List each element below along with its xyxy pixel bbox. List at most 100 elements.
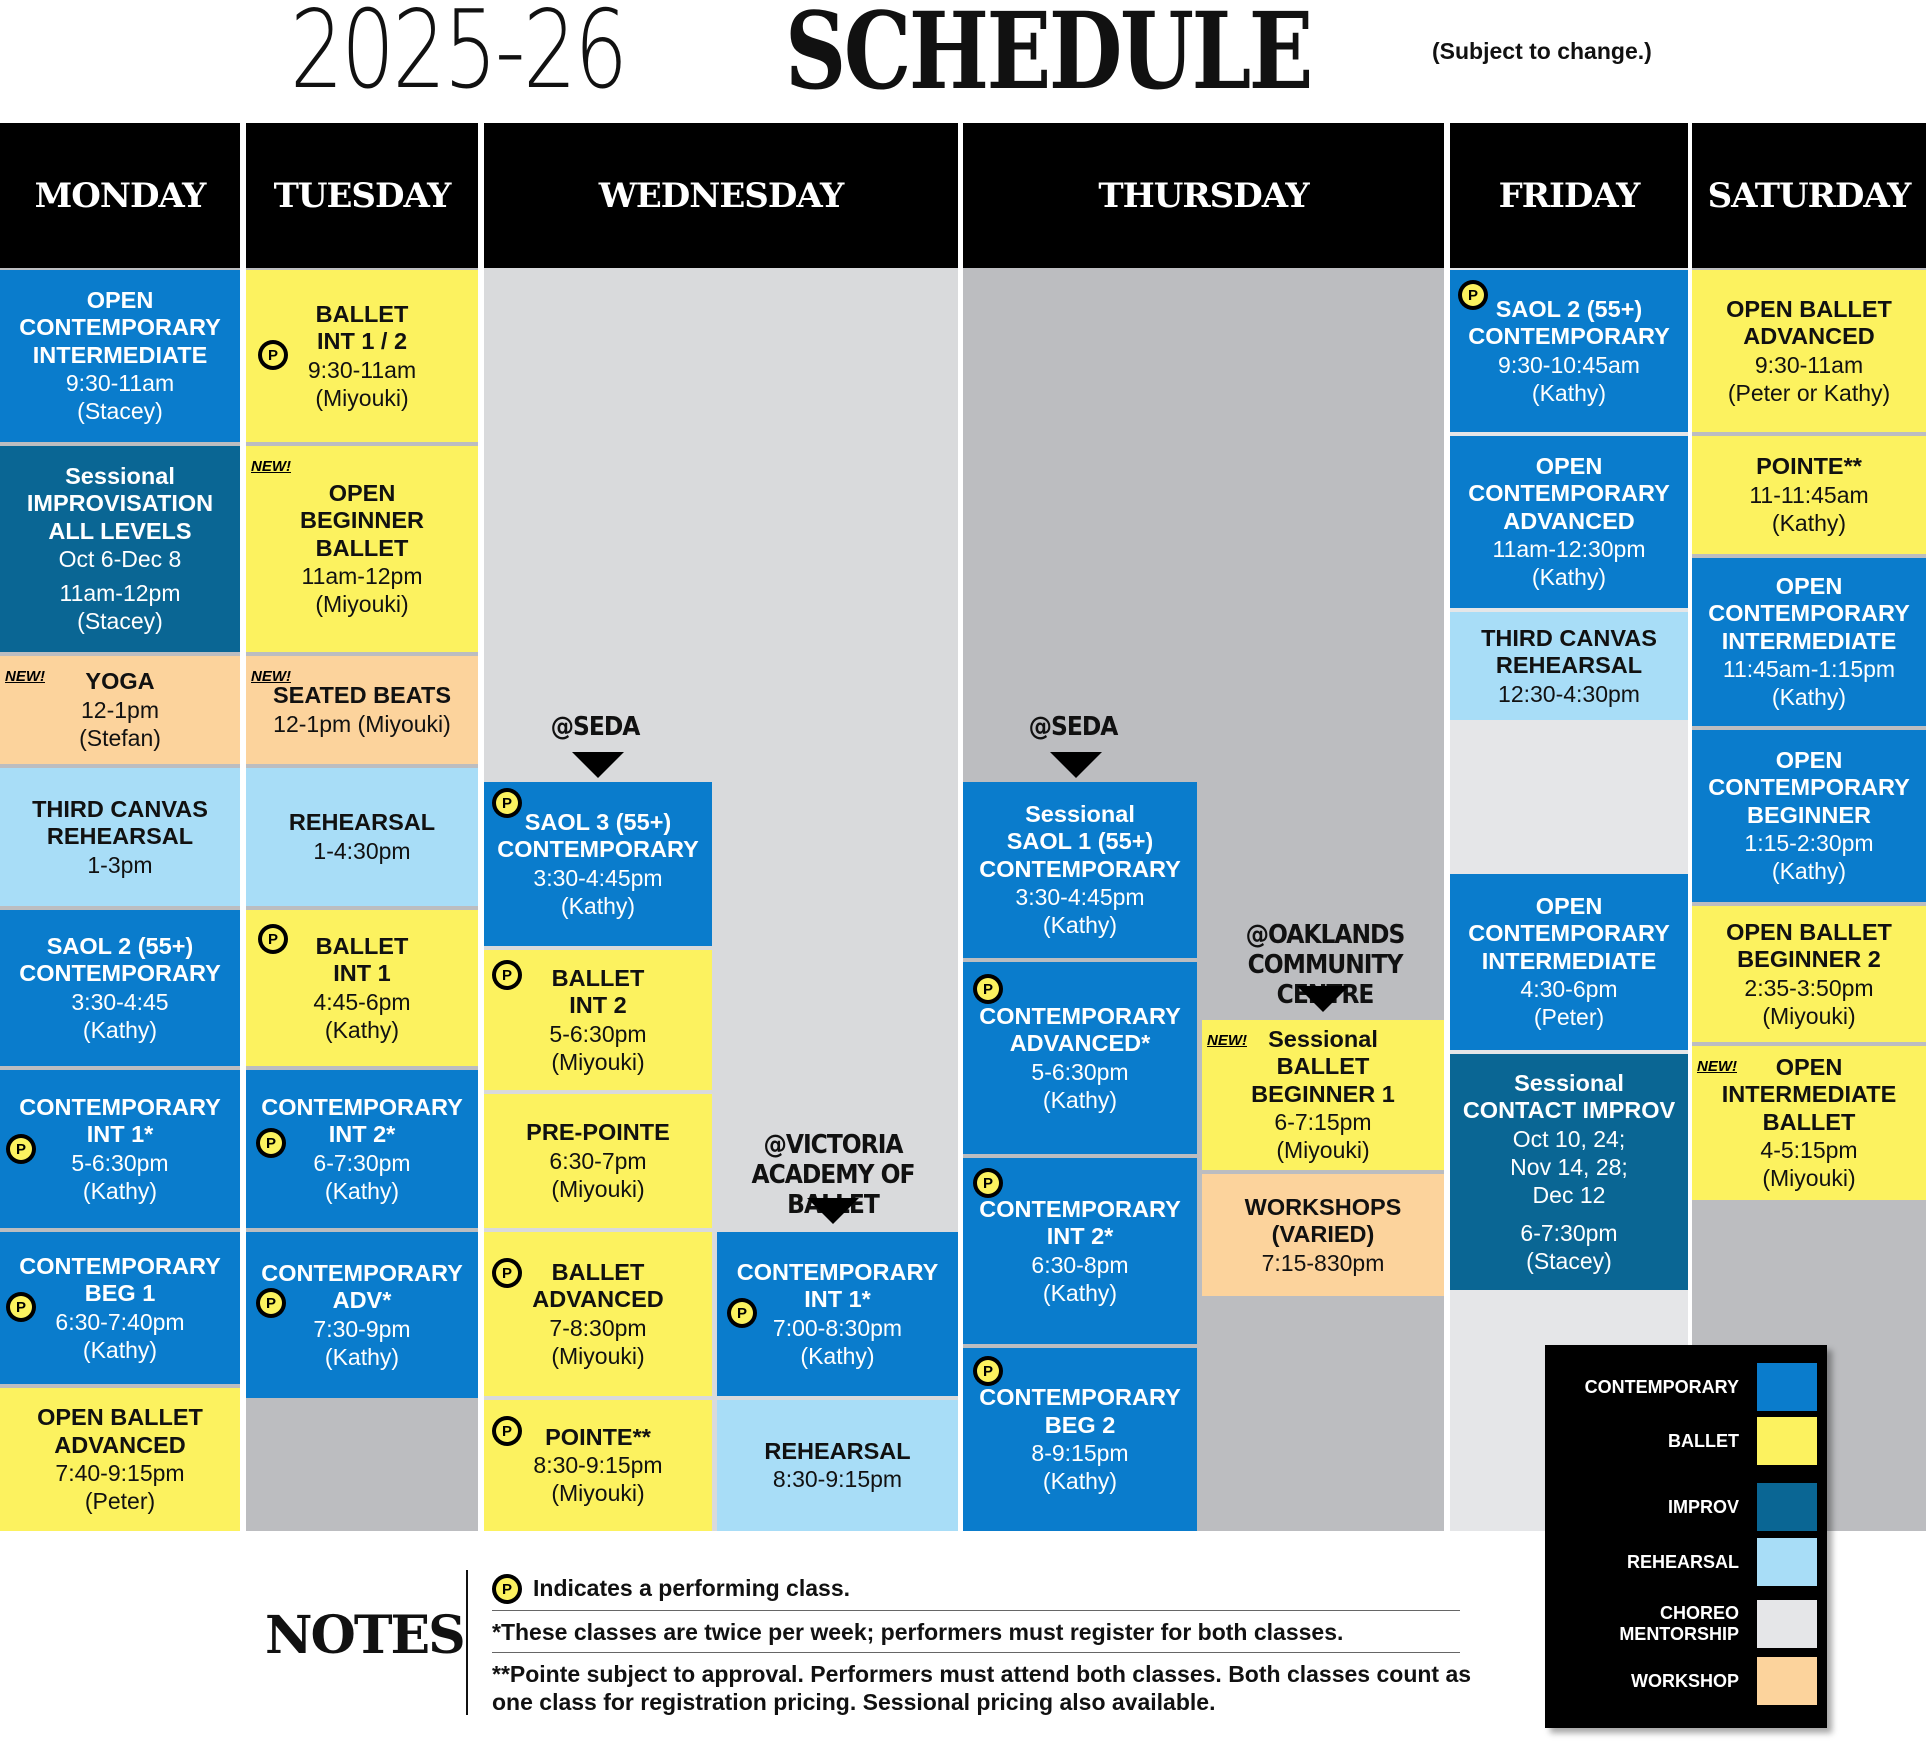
arrow-down-icon [1297, 986, 1349, 1012]
class-block[interactable]: NEW! OPEN BEGINNER BALLET 11am-12pm (Miy… [246, 446, 478, 652]
class-block[interactable]: OPEN BALLET ADVANCED 7:40-9:15pm (Peter) [0, 1388, 240, 1531]
class-name: OPEN BALLET BEGINNER 2 [1726, 918, 1892, 973]
class-name: OPEN BALLET ADVANCED [37, 1404, 203, 1458]
class-block[interactable]: REHEARSAL 1-4:30pm [246, 768, 478, 906]
title-word: SCHEDULE [785, 0, 1313, 113]
header-monday: MONDAY [0, 123, 240, 268]
performing-badge-icon: P [492, 1416, 522, 1446]
class-block[interactable]: PRE-POINTE 6:30-7pm (Miyouki) [484, 1094, 712, 1228]
class-block[interactable]: P POINTE** 8:30-9:15pm (Miyouki) [484, 1400, 712, 1531]
new-tag: NEW! [5, 668, 45, 685]
class-block[interactable]: THIRD CANVAS REHEARSAL 12:30-4:30pm [1450, 612, 1688, 720]
class-block[interactable]: POINTE** 11-11:45am (Kathy) [1692, 436, 1926, 554]
class-time: 3:30-4:45pm (Kathy) [533, 864, 663, 919]
class-block[interactable]: Sessional IMPROVISATION ALL LEVELS Oct 6… [0, 446, 240, 652]
class-block[interactable]: NEW! Sessional BALLET BEGINNER 1 6-7:15p… [1202, 1020, 1444, 1170]
location-label: @SEDA [550, 712, 641, 742]
class-time: 5-6:30pm (Kathy) [1031, 1058, 1129, 1113]
class-block[interactable]: P SAOL 3 (55+) CONTEMPORARY 3:30-4:45pm … [484, 782, 712, 946]
class-block[interactable]: NEW! SEATED BEATS 12-1pm (Miyouki) [246, 656, 478, 764]
class-time: 7:15-830pm [1261, 1249, 1385, 1276]
class-block[interactable]: OPEN CONTEMPORARY BEGINNER 1:15-2:30pm (… [1692, 730, 1926, 902]
class-block[interactable]: P CONTEMPORARY ADVANCED* 5-6:30pm (Kathy… [963, 962, 1197, 1154]
class-name: YOGA [85, 668, 155, 695]
class-block[interactable]: P BALLET INT 1 4:45-6pm (Kathy) [246, 910, 478, 1066]
class-block[interactable]: P CONTEMPORARY BEG 2 8-9:15pm (Kathy) [963, 1348, 1197, 1531]
class-time: 6-7:30pm (Kathy) [313, 1149, 411, 1204]
performing-badge-icon: P [6, 1134, 36, 1164]
class-name: BALLET INT 1 / 2 [315, 300, 409, 355]
color-legend: CONTEMPORARY BALLET IMPROV REHEARSAL CHO… [1545, 1345, 1827, 1728]
class-name: THIRD CANVAS REHEARSAL [32, 795, 208, 850]
class-name: OPEN BALLET ADVANCED [1726, 295, 1892, 350]
class-name: OPEN CONTEMPORARY BEGINNER [1708, 746, 1910, 828]
note-performing: Indicates a performing class. [533, 1575, 851, 1601]
class-time: 7:00-8:30pm (Kathy) [772, 1314, 903, 1369]
class-name: CONTEMPORARY BEG 1 [19, 1252, 221, 1307]
class-block[interactable]: P CONTEMPORARY INT 2* 6-7:30pm (Kathy) [246, 1070, 478, 1228]
class-block[interactable]: P CONTEMPORARY INT 1* 7:00-8:30pm (Kathy… [717, 1232, 958, 1396]
class-block[interactable]: OPEN CONTEMPORARY INTERMEDIATE 4:30-6pm … [1450, 874, 1688, 1050]
note-separator [492, 1652, 1460, 1653]
class-block[interactable]: SAOL 2 (55+) CONTEMPORARY 3:30-4:45 (Kat… [0, 910, 240, 1066]
class-time: 11am-12pm (Stacey) [59, 580, 181, 635]
class-name: Sessional CONTACT IMPROV [1462, 1069, 1676, 1124]
header-saturday: SATURDAY [1692, 123, 1926, 268]
header-friday: FRIDAY [1450, 123, 1688, 268]
class-block[interactable]: P BALLET INT 1 / 2 9:30-11am (Miyouki) [246, 270, 478, 442]
class-name: REHEARSAL [764, 1437, 911, 1464]
class-block[interactable]: OPEN BALLET BEGINNER 2 2:35-3:50pm (Miyo… [1692, 906, 1926, 1042]
class-time: 7-8:30pm (Miyouki) [549, 1314, 647, 1369]
class-block[interactable]: P SAOL 2 (55+) CONTEMPORARY 9:30-10:45am… [1450, 270, 1688, 432]
legend-label: BALLET [1668, 1430, 1739, 1451]
class-name: REHEARSAL [288, 809, 436, 836]
class-time: 3:30-4:45pm (Kathy) [1015, 884, 1145, 939]
class-time: 6-7:15pm (Miyouki) [1274, 1109, 1372, 1164]
class-block[interactable]: REHEARSAL 8:30-9:15pm [717, 1400, 958, 1531]
class-block[interactable]: OPEN BALLET ADVANCED 9:30-11am (Peter or… [1692, 270, 1926, 432]
legend-item: REHEARSAL [1545, 1538, 1827, 1586]
class-block[interactable]: OPEN CONTEMPORARY INTERMEDIATE 9:30-11am… [0, 270, 240, 442]
class-block[interactable]: P BALLET ADVANCED 7-8:30pm (Miyouki) [484, 1232, 712, 1396]
class-name: SEATED BEATS [272, 682, 451, 709]
class-time: 6:30-7pm (Miyouki) [549, 1147, 647, 1202]
class-time: 9:30-11am (Stacey) [65, 370, 175, 425]
class-time: 8-9:15pm (Kathy) [1031, 1440, 1129, 1494]
class-time: 9:30-10:45am (Kathy) [1498, 351, 1640, 406]
class-time: 12:30-4:30pm [1498, 680, 1640, 707]
note-pointe: **Pointe subject to approval. Performers… [492, 1661, 1472, 1715]
class-name: OPEN INTERMEDIATE BALLET [1721, 1053, 1897, 1135]
performing-badge-icon: P [258, 340, 288, 370]
class-name: CONTEMPORARY INT 1* [736, 1258, 939, 1313]
class-block[interactable]: P CONTEMPORARY INT 1* 5-6:30pm (Kathy) [0, 1070, 240, 1228]
class-block[interactable]: P BALLET INT 2 5-6:30pm (Miyouki) [484, 950, 712, 1090]
new-tag: NEW! [1207, 1032, 1247, 1049]
performing-badge-icon: P [727, 1298, 757, 1328]
class-name: BALLET ADVANCED [532, 1258, 664, 1313]
class-name: POINTE** [1756, 453, 1862, 480]
class-block[interactable]: OPEN CONTEMPORARY ADVANCED 11am-12:30pm … [1450, 436, 1688, 608]
legend-swatch [1757, 1538, 1817, 1586]
class-block[interactable]: P CONTEMPORARY ADV* 7:30-9pm (Kathy) [246, 1232, 478, 1398]
title-year: 2025-26 [290, 0, 628, 113]
class-time: 11-11:45am (Kathy) [1749, 481, 1869, 536]
class-name: CONTEMPORARY INT 2* [979, 1195, 1181, 1250]
legend-item: IMPROV [1545, 1483, 1827, 1531]
legend-label: IMPROV [1667, 1496, 1739, 1517]
performing-badge-icon: P [256, 1128, 286, 1158]
class-block[interactable]: NEW! YOGA 12-1pm (Stefan) [0, 656, 240, 764]
performing-badge-icon: P [973, 974, 1003, 1004]
class-time: 6:30-7:40pm (Kathy) [55, 1308, 185, 1363]
class-block[interactable]: WORKSHOPS (VARIED) 7:15-830pm [1202, 1174, 1444, 1296]
notes-heading: NOTES [265, 1605, 466, 1666]
class-block[interactable]: P CONTEMPORARY INT 2* 6:30-8pm (Kathy) [963, 1158, 1197, 1344]
class-block[interactable]: THIRD CANVAS REHEARSAL 1-3pm [0, 768, 240, 906]
class-block[interactable]: P CONTEMPORARY BEG 1 6:30-7:40pm (Kathy) [0, 1232, 240, 1384]
new-tag: NEW! [251, 668, 291, 685]
performing-badge-icon: P [492, 1574, 522, 1604]
class-block[interactable]: Sessional CONTACT IMPROV Oct 10, 24; Nov… [1450, 1054, 1688, 1290]
class-block[interactable]: OPEN CONTEMPORARY INTERMEDIATE 11:45am-1… [1692, 558, 1926, 726]
class-name: SAOL 2 (55+) CONTEMPORARY [19, 932, 221, 987]
class-block[interactable]: NEW! OPEN INTERMEDIATE BALLET 4-5:15pm (… [1692, 1046, 1926, 1200]
class-block[interactable]: Sessional SAOL 1 (55+) CONTEMPORARY 3:30… [963, 782, 1197, 958]
